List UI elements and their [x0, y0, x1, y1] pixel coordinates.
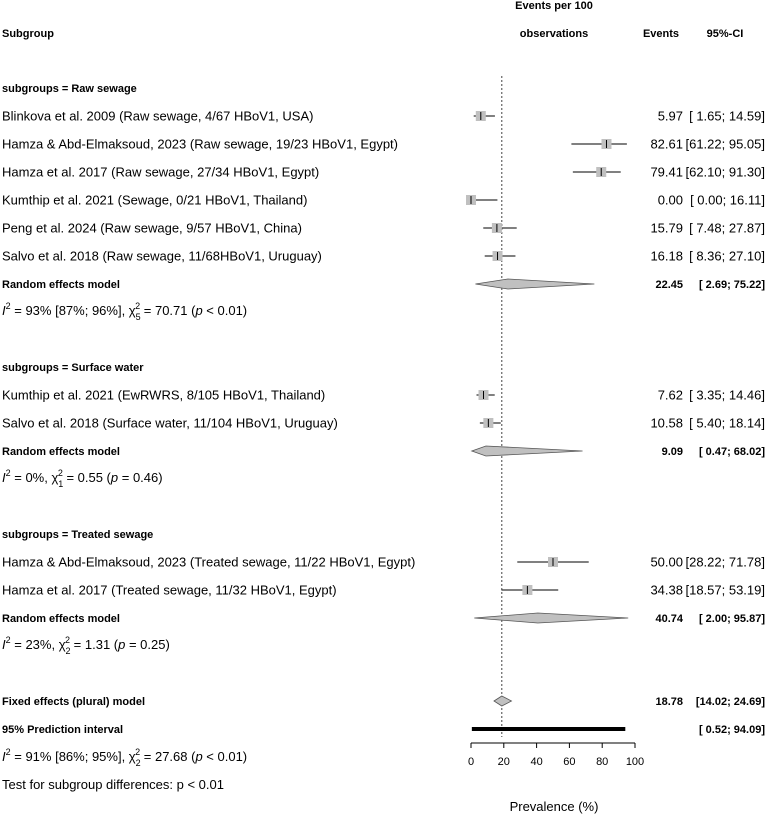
- x-tick-label: 100: [626, 756, 644, 768]
- events-per-100-header: Events per 100: [515, 0, 593, 12]
- summary-ci-value: [ 0.47; 68.02]: [699, 446, 765, 458]
- ci-header: 95%-CI: [707, 28, 744, 40]
- study-label: Hamza et al. 2017 (Treated sewage, 11/32…: [2, 583, 337, 598]
- subgroup-header: Subgroup: [2, 28, 54, 40]
- ci-value: [ 3.35; 14.46]: [689, 388, 765, 403]
- prediction-interval-ci-value: [ 0.52; 94.09]: [699, 724, 765, 736]
- events-header: Events: [643, 28, 679, 40]
- random-effects-label: Random effects model: [2, 446, 120, 458]
- event-value: 10.58: [650, 416, 683, 431]
- subgroup-heading: subgroups = Raw sewage: [2, 83, 137, 95]
- fixed-effects-event-value: 18.78: [655, 696, 683, 708]
- event-value: 79.41: [650, 165, 683, 180]
- event-value: 7.62: [658, 388, 683, 403]
- event-value: 34.38: [650, 583, 683, 598]
- ci-value: [62.10; 91.30]: [685, 165, 765, 180]
- forest-rows: subgroups = Raw sewage Blinkova et al. 20…: [2, 76, 765, 792]
- subgroup-heading: subgroups = Treated sewage: [2, 529, 153, 541]
- subgroup-heading: subgroups = Surface water: [2, 362, 144, 374]
- ci-value: [28.22; 71.78]: [685, 555, 765, 570]
- x-tick-label: 0: [468, 756, 474, 768]
- study-label: Salvo et al. 2018 (Raw sewage, 11/68HBoV…: [2, 249, 322, 264]
- random-effects-diamond: [474, 612, 629, 624]
- fixed-effects-diamond: [493, 695, 513, 707]
- prediction-interval-label: 95% Prediction interval: [2, 724, 123, 736]
- ci-value: [61.22; 95.05]: [685, 137, 765, 152]
- study-label: Peng et al. 2024 (Raw sewage, 9/57 HBoV1…: [2, 221, 302, 236]
- fixed-effects-ci-value: [14.02; 24.69]: [696, 696, 765, 708]
- heterogeneity-text: I2 = 23%, χ22 = 1.31 (p = 0.25): [2, 635, 170, 656]
- overall-heterogeneity-text: I2 = 91% [86%; 95%], χ22 = 27.68 (p < 0.…: [2, 747, 247, 768]
- event-value: 15.79: [650, 221, 683, 236]
- event-value: 82.61: [650, 137, 683, 152]
- study-label: Hamza & Abd-Elmaksoud, 2023 (Raw sewage,…: [2, 137, 398, 152]
- random-effects-label: Random effects model: [2, 613, 120, 625]
- study-label: Hamza & Abd-Elmaksoud, 2023 (Treated sew…: [2, 555, 415, 570]
- summary-event-value: 40.74: [655, 613, 683, 625]
- x-axis: 0 20 40 60 80 100 Prevalence (%): [468, 742, 644, 814]
- x-tick-label: 20: [498, 756, 510, 768]
- random-effects-label: Random effects model: [2, 279, 120, 291]
- event-value: 16.18: [650, 249, 683, 264]
- summary-ci-value: [ 2.69; 75.22]: [699, 279, 765, 291]
- random-effects-diamond: [470, 445, 583, 457]
- column-headers: Subgroup Events per 100 observations Eve…: [2, 0, 743, 40]
- event-value: 50.00: [650, 555, 683, 570]
- summary-ci-value: [ 2.00; 95.87]: [699, 613, 765, 625]
- ci-value: [ 7.48; 27.87]: [689, 221, 765, 236]
- heterogeneity-text: I2 = 93% [87%; 96%], χ52 = 70.71 (p < 0.…: [2, 301, 247, 322]
- ci-value: [ 1.65; 14.59]: [689, 109, 765, 124]
- x-axis-label: Prevalence (%): [510, 799, 599, 814]
- study-label: Kumthip et al. 2021 (EwRWRS, 8/105 HBoV1…: [2, 388, 325, 403]
- ci-value: [ 5.40; 18.14]: [689, 416, 765, 431]
- study-label: Kumthip et al. 2021 (Sewage, 0/21 HBoV1,…: [2, 193, 307, 208]
- heterogeneity-text: I2 = 0%, χ12 = 0.55 (p = 0.46): [2, 468, 163, 489]
- summary-event-value: 9.09: [662, 446, 683, 458]
- x-tick-label: 80: [596, 756, 608, 768]
- fixed-effects-label: Fixed effects (plural) model: [2, 696, 145, 708]
- ci-value: [18.57; 53.19]: [685, 583, 765, 598]
- study-label: Blinkova et al. 2009 (Raw sewage, 4/67 H…: [2, 109, 313, 124]
- summary-event-value: 22.45: [655, 279, 683, 291]
- event-value: 5.97: [658, 109, 683, 124]
- study-label: Hamza et al. 2017 (Raw sewage, 27/34 HBo…: [2, 165, 319, 180]
- observations-header: observations: [520, 28, 588, 40]
- study-label: Salvo et al. 2018 (Surface water, 11/104…: [2, 416, 338, 431]
- x-tick-label: 60: [563, 756, 575, 768]
- x-tick-label: 40: [530, 756, 542, 768]
- subgroup-test-text: Test for subgroup differences: p < 0.01: [2, 777, 224, 792]
- ci-value: [ 8.36; 27.10]: [689, 249, 765, 264]
- ci-value: [ 0.00; 16.11]: [690, 193, 765, 208]
- random-effects-diamond: [475, 278, 595, 290]
- event-value: 0.00: [658, 193, 683, 208]
